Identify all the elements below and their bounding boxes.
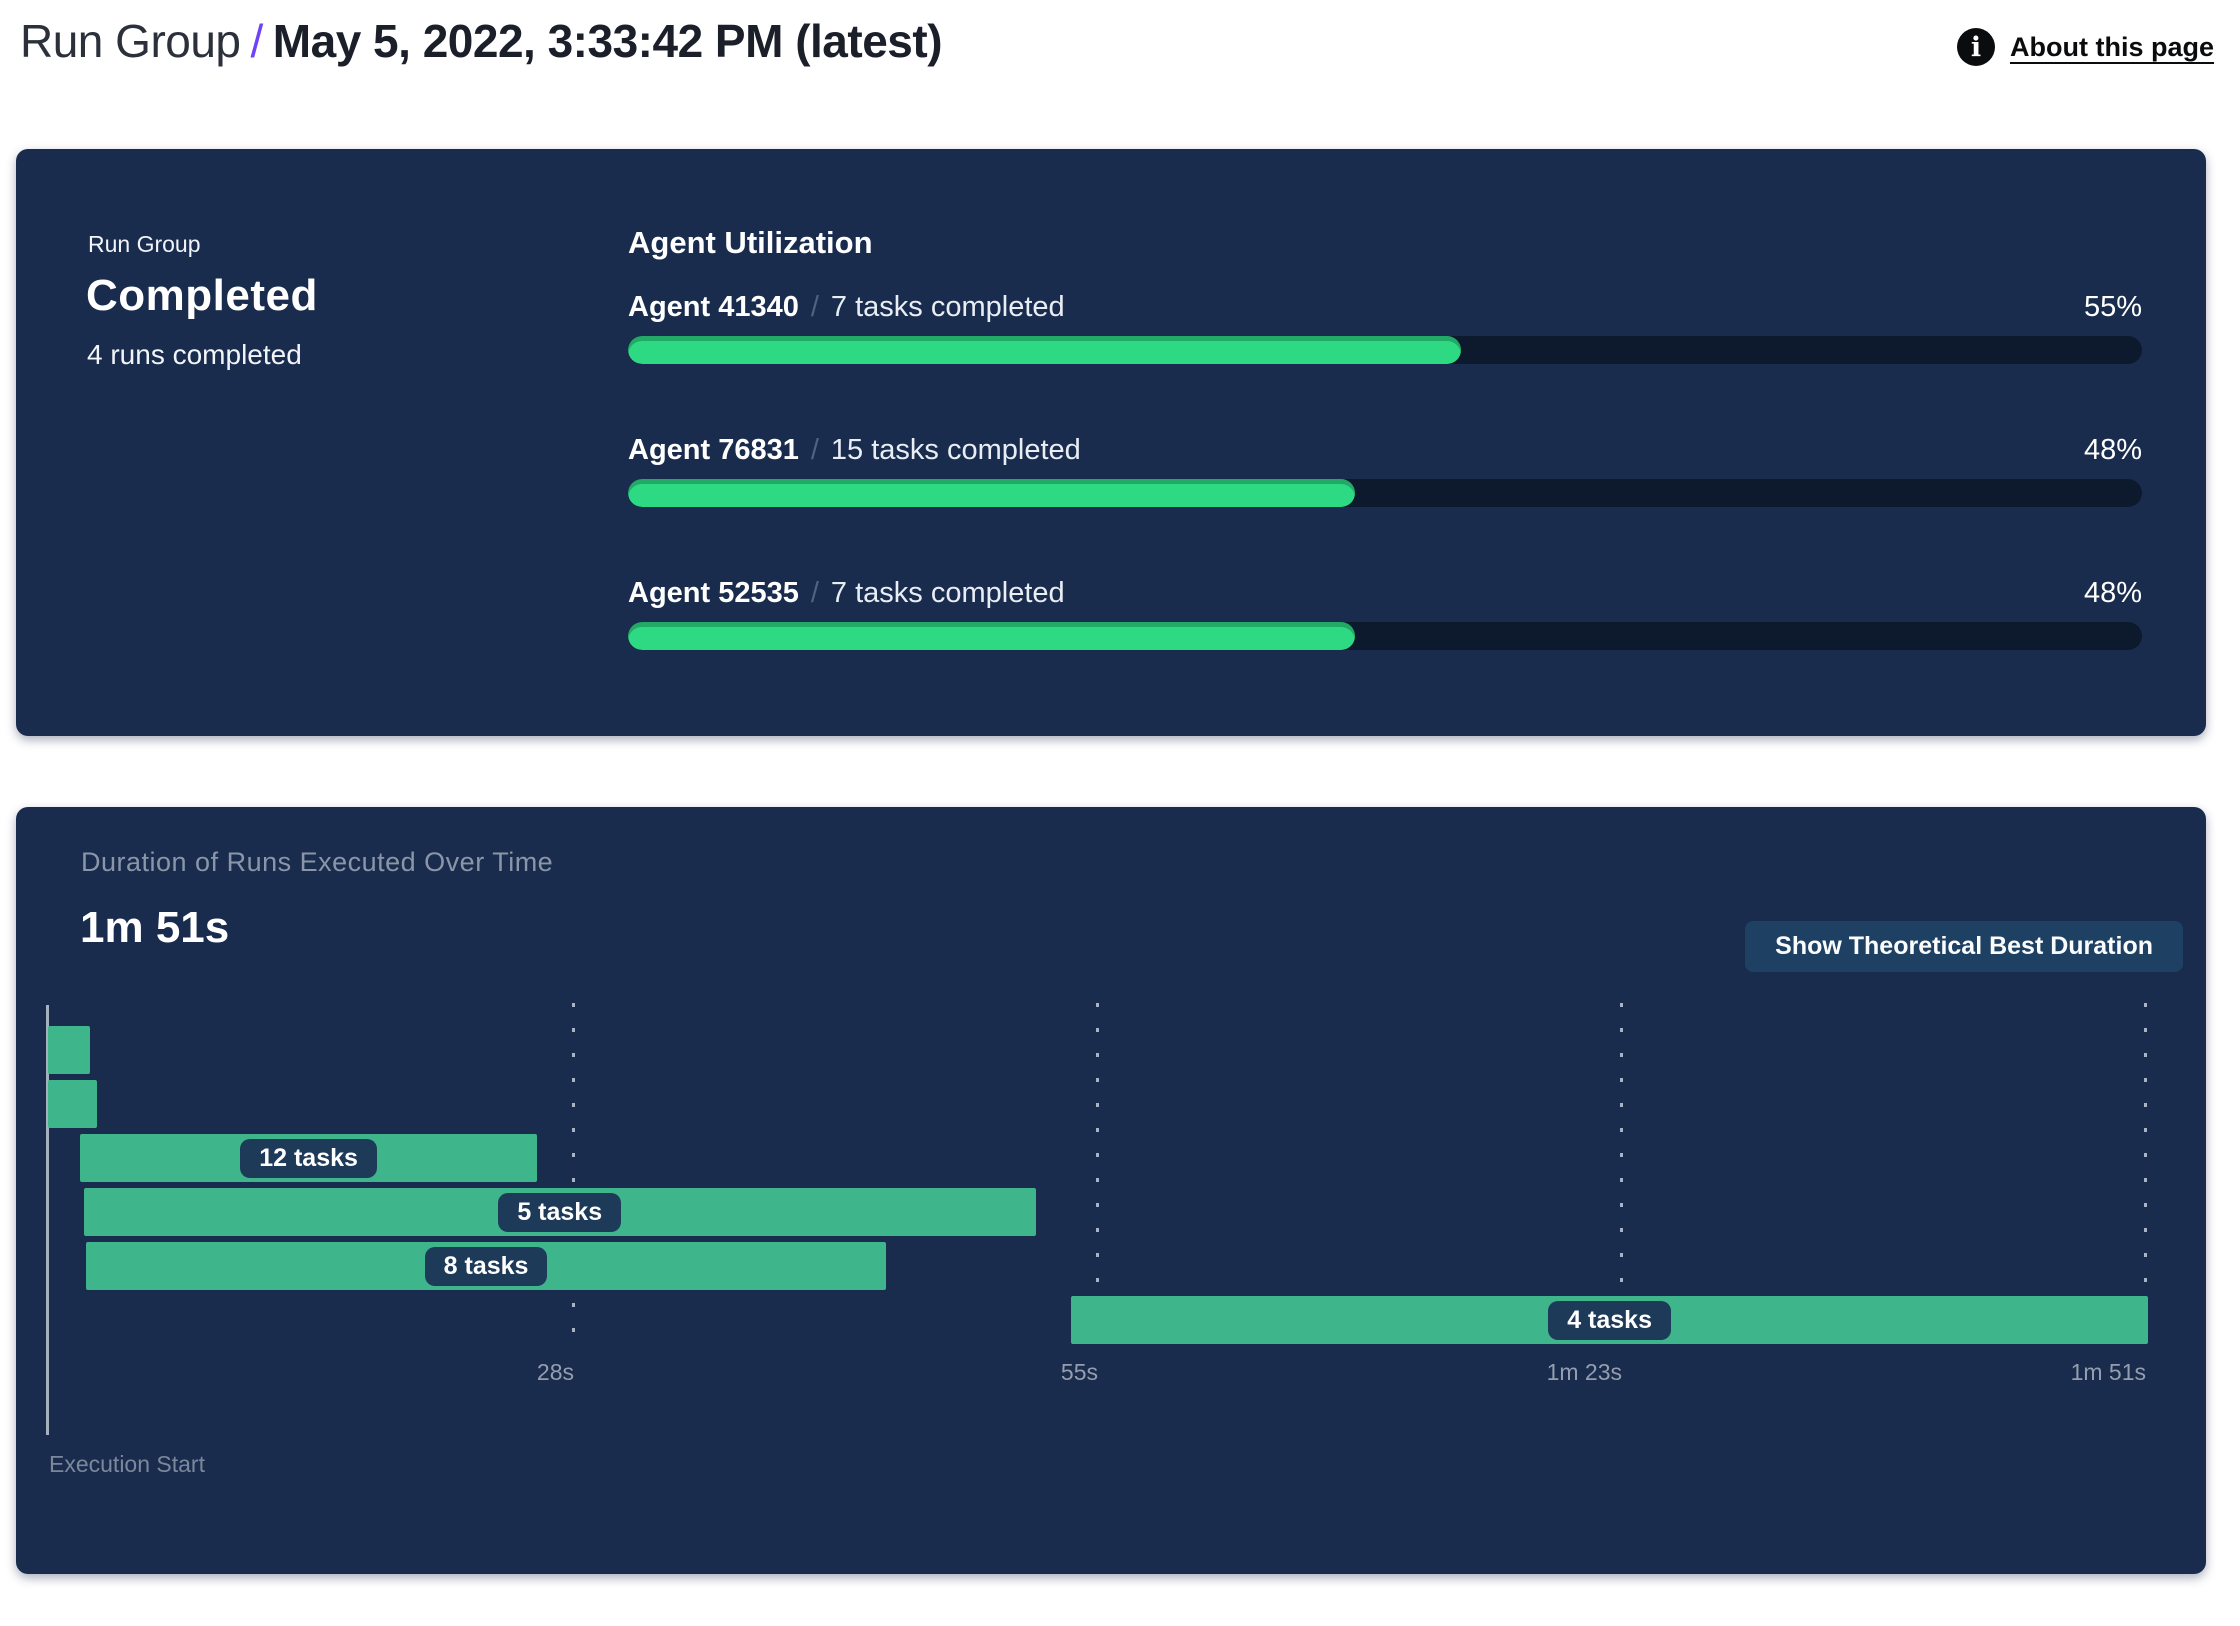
gantt-gridline [1620,1003,1623,1353]
breadcrumb: Run Group [20,15,241,67]
agent-name: Agent 41340 [628,291,799,323]
about-link[interactable]: About this page [2010,31,2214,62]
about-this-page[interactable]: i About this page [1957,28,2214,66]
total-duration-value: 1m 51s [80,903,230,952]
gantt-gridline [2144,1003,2147,1353]
run-group-label: Run Group [88,231,201,257]
agent-utilization-row: Agent 41340 / 7 tasks completed 55% [628,291,2142,364]
agent-utilization-list: Agent 41340 / 7 tasks completed 55% Agent 76… [628,291,2142,720]
run-title: May 5, 2022, 3:33:42 PM (latest) [272,15,943,67]
agent-tasks-completed: 7 tasks completed [830,291,1065,323]
breadcrumb-separator: / [250,15,264,67]
agent-row-header: Agent 52535 / 7 tasks completed 48% [628,577,2142,610]
agent-tasks-completed: 7 tasks completed [830,577,1065,609]
agent-utilization-track [628,622,2142,650]
agent-utilization-fill [628,622,1355,650]
gantt-run-bar[interactable] [48,1080,98,1128]
agent-utilization-track [628,479,2142,507]
execution-start-label: Execution Start [49,1451,205,1477]
gantt-gridline [1096,1003,1099,1353]
agent-utilization-heading: Agent Utilization [628,225,873,260]
time-axis-tick-label: 28s [536,1359,574,1385]
agent-utilization-percent: 55% [2083,291,2142,323]
agent-name: Agent 76831 [628,434,799,466]
agent-utilization-fill [628,479,1355,507]
task-count-badge: 12 tasks [240,1138,377,1178]
execution-start-axis [46,1005,49,1435]
agent-utilization-track [628,336,2142,364]
agent-utilization-fill [628,336,1461,364]
duration-panel: Duration of Runs Executed Over Time 1m 5… [16,807,2206,1574]
duration-chart-title: Duration of Runs Executed Over Time [81,847,554,877]
gantt-run-bar[interactable]: 12 tasks [80,1134,538,1182]
agent-row-header: Agent 76831 / 15 tasks completed 48% [628,434,2142,467]
agent-tasks-completed: 15 tasks completed [830,434,1081,466]
agent-separator: / [810,577,819,609]
gantt-run-bar[interactable]: 4 tasks [1071,1296,2148,1344]
agent-utilization-percent: 48% [2083,434,2142,466]
time-axis-tick-label: 1m 51s [2070,1359,2146,1385]
gantt-chart: Execution Start 28s 55s 1m 23s 1m 51s 12 tas… [16,807,2206,1574]
page-title: Run Group / May 5, 2022, 3:33:42 PM (lates… [20,10,943,72]
gantt-run-bar[interactable] [48,1026,90,1074]
gantt-gridline [572,1003,575,1353]
gantt-run-bar[interactable]: 8 tasks [85,1242,887,1290]
agent-separator: / [810,291,819,323]
agent-separator: / [810,434,819,466]
agent-utilization-row: Agent 76831 / 15 tasks completed 48% [628,434,2142,507]
run-status: Completed [86,271,318,320]
gantt-run-bar[interactable]: 5 tasks [83,1188,1036,1236]
show-theoretical-best-duration-button[interactable]: Show Theoretical Best Duration [1745,921,2183,972]
agent-name: Agent 52535 [628,577,799,609]
info-icon: i [1957,28,1995,66]
task-count-badge: 4 tasks [1548,1300,1671,1340]
time-axis-tick-label: 1m 23s [1546,1359,1622,1385]
agent-row-header: Agent 41340 / 7 tasks completed 55% [628,291,2142,324]
agent-utilization-percent: 48% [2083,577,2142,609]
task-count-badge: 8 tasks [424,1246,548,1286]
task-count-badge: 5 tasks [498,1192,622,1232]
agent-utilization-row: Agent 52535 / 7 tasks completed 48% [628,577,2142,650]
time-axis-tick-label: 55s [1060,1359,1098,1385]
run-summary-panel: Run Group Completed 4 runs completed Age… [16,149,2206,736]
runs-completed-count: 4 runs completed [87,339,302,370]
